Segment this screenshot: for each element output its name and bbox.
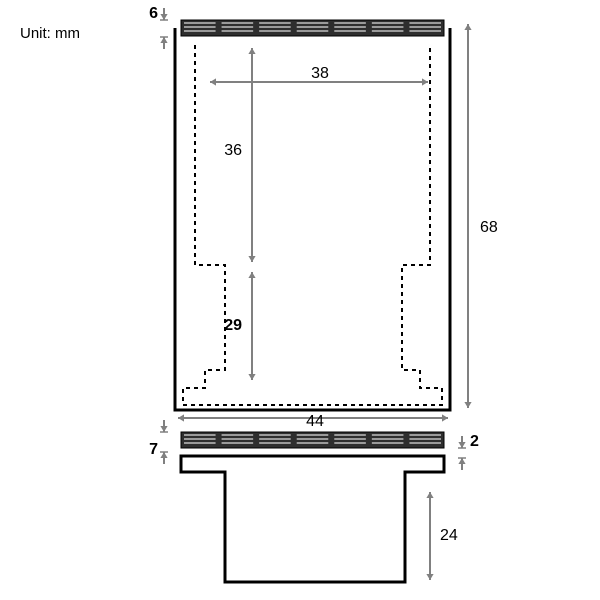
dim-38: 38 (311, 65, 329, 82)
dim-68: 68 (480, 219, 498, 236)
threaded-cap (181, 20, 444, 36)
dim-44: 44 (306, 413, 324, 430)
unit-label: Unit: mm (20, 25, 80, 42)
dim-24: 24 (440, 527, 458, 544)
threaded-cap (181, 432, 444, 448)
dim-7: 7 (149, 441, 158, 458)
dim-6: 6 (149, 5, 158, 22)
dim-29: 29 (224, 317, 242, 334)
dim-2: 2 (470, 433, 479, 450)
dim-36: 36 (224, 142, 242, 159)
